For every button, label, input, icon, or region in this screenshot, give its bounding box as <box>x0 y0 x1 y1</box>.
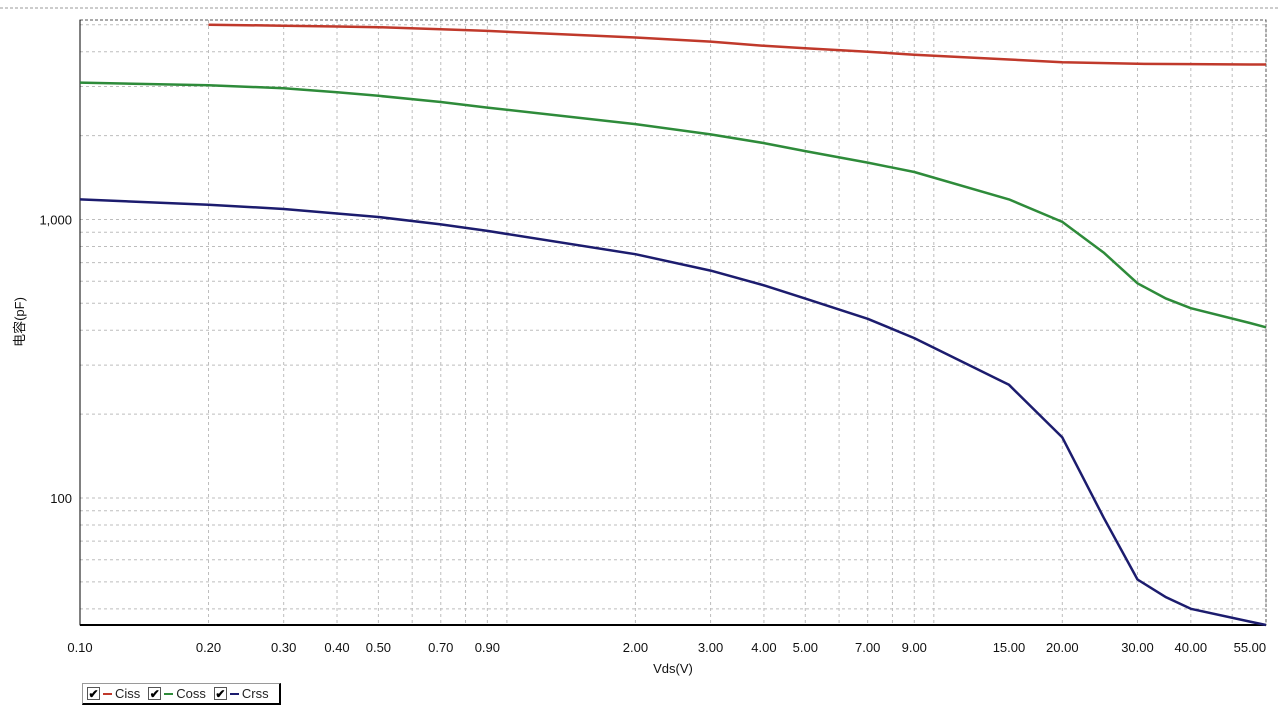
x-tick-label: 40.00 <box>1175 640 1208 655</box>
y-tick-labels: 1,000 100 <box>39 212 72 506</box>
x-tick-label: 0.20 <box>196 640 221 655</box>
x-tick-label: 5.00 <box>793 640 818 655</box>
checkbox-ciss[interactable]: ✔ <box>87 686 100 701</box>
x-tick-label: 55.00 <box>1234 640 1267 655</box>
legend-label-ciss: Ciss <box>115 686 141 701</box>
swatch-ciss <box>103 692 112 695</box>
swatch-coss <box>164 692 174 695</box>
series-line-ciss <box>208 23 1266 66</box>
legend-label-coss: Coss <box>176 686 206 701</box>
x-tick-label: 0.40 <box>324 640 349 655</box>
series-line-coss <box>79 81 1267 329</box>
legend-label-crss: Crss <box>241 686 269 701</box>
x-tick-label: 15.00 <box>993 640 1026 655</box>
x-tick-label: 7.00 <box>855 640 880 655</box>
x-tick-label: 30.00 <box>1121 640 1154 655</box>
x-tick-label: 4.00 <box>751 640 776 655</box>
x-tick-label: 0.70 <box>428 640 453 655</box>
legend: ✔ Ciss ✔ Coss ✔ Crss <box>82 683 281 705</box>
checkbox-coss[interactable]: ✔ <box>148 686 162 701</box>
swatch-crss <box>229 692 239 695</box>
x-tick-label: 0.30 <box>271 640 296 655</box>
legend-item-crss[interactable]: ✔ Crss <box>213 686 269 701</box>
x-tick-label: 20.00 <box>1046 640 1079 655</box>
x-axis-title: Vds(V) <box>653 661 693 676</box>
x-tick-label: 0.90 <box>475 640 500 655</box>
x-tick-label: 3.00 <box>698 640 723 655</box>
x-tick-labels: 0.10 0.20 0.30 0.40 0.50 0.70 0.90 2.00 3.00 4.00… <box>67 640 1266 655</box>
x-tick-label: 0.10 <box>67 640 92 655</box>
legend-item-coss[interactable]: ✔ Coss <box>148 686 206 701</box>
legend-item-ciss[interactable]: ✔ Ciss <box>87 686 140 701</box>
y-axis-title: 电容(pF) <box>12 297 27 347</box>
grid <box>79 20 1267 625</box>
y-tick-label: 1,000 <box>39 212 72 227</box>
series-layer <box>79 23 1267 627</box>
x-tick-label: 2.00 <box>623 640 648 655</box>
y-tick-label: 100 <box>50 491 72 506</box>
series-line-crss <box>79 198 1267 627</box>
plot-frame <box>79 19 1267 626</box>
x-tick-label: 9.00 <box>902 640 927 655</box>
x-tick-label: 0.50 <box>366 640 391 655</box>
checkbox-crss[interactable]: ✔ <box>213 686 227 701</box>
